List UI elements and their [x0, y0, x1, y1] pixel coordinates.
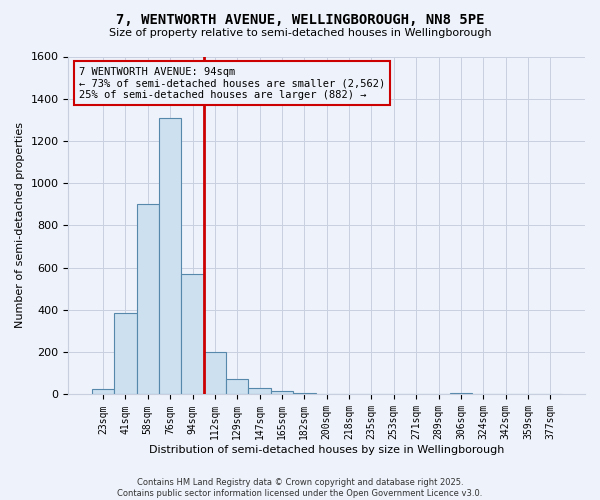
Bar — [204, 352, 226, 395]
Bar — [92, 389, 114, 394]
X-axis label: Distribution of semi-detached houses by size in Wellingborough: Distribution of semi-detached houses by … — [149, 445, 505, 455]
Bar — [271, 392, 293, 394]
Y-axis label: Number of semi-detached properties: Number of semi-detached properties — [15, 122, 25, 328]
Text: Contains HM Land Registry data © Crown copyright and database right 2025.
Contai: Contains HM Land Registry data © Crown c… — [118, 478, 482, 498]
Bar — [137, 204, 159, 394]
Bar — [181, 274, 204, 394]
Text: Size of property relative to semi-detached houses in Wellingborough: Size of property relative to semi-detach… — [109, 28, 491, 38]
Bar — [226, 378, 248, 394]
Text: 7 WENTWORTH AVENUE: 94sqm
← 73% of semi-detached houses are smaller (2,562)
25% : 7 WENTWORTH AVENUE: 94sqm ← 73% of semi-… — [79, 66, 385, 100]
Text: 7, WENTWORTH AVENUE, WELLINGBOROUGH, NN8 5PE: 7, WENTWORTH AVENUE, WELLINGBOROUGH, NN8… — [116, 12, 484, 26]
Bar — [114, 313, 137, 394]
Bar — [248, 388, 271, 394]
Bar — [159, 118, 181, 394]
